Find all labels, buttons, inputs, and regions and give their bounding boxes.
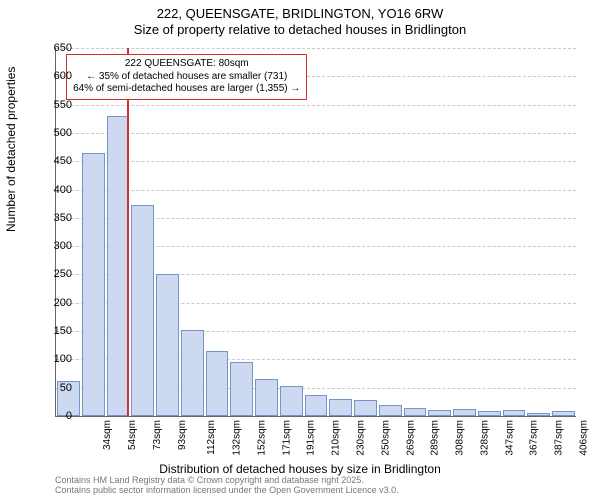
annotation-box: 222 QUEENSGATE: 80sqm← 35% of detached h… — [66, 54, 307, 100]
x-tick-label: 191sqm — [306, 420, 317, 456]
histogram-bar — [527, 413, 550, 416]
histogram-bar — [503, 410, 526, 416]
y-tick-label: 550 — [32, 99, 72, 111]
histogram-bar — [82, 153, 105, 416]
histogram-bar — [131, 205, 154, 416]
chart-container: 222, QUEENSGATE, BRIDLINGTON, YO16 6RW S… — [0, 0, 600, 500]
annotation-line: 64% of semi-detached houses are larger (… — [73, 83, 300, 96]
plot-area: 34sqm54sqm73sqm93sqm112sqm132sqm152sqm17… — [55, 48, 576, 417]
footer-line2: Contains public sector information licen… — [55, 486, 399, 496]
x-tick-label: 308sqm — [455, 420, 466, 456]
histogram-bar — [255, 379, 278, 416]
x-tick-label: 406sqm — [578, 420, 589, 456]
chart-title-line1: 222, QUEENSGATE, BRIDLINGTON, YO16 6RW — [0, 6, 600, 21]
x-axis-label: Distribution of detached houses by size … — [0, 462, 600, 476]
x-tick-label: 347sqm — [504, 420, 515, 456]
histogram-bar — [404, 408, 427, 416]
x-tick-label: 250sqm — [380, 420, 391, 456]
x-tick-label: 34sqm — [102, 420, 113, 450]
y-tick-label: 250 — [32, 268, 72, 280]
y-tick-label: 100 — [32, 353, 72, 365]
gridline — [56, 133, 576, 134]
y-tick-label: 450 — [32, 155, 72, 167]
gridline — [56, 48, 576, 49]
histogram-bar — [230, 362, 253, 416]
x-tick-label: 171sqm — [281, 420, 292, 456]
x-tick-label: 73sqm — [152, 420, 163, 450]
y-tick-label: 650 — [32, 42, 72, 54]
y-tick-label: 300 — [32, 240, 72, 252]
y-tick-label: 150 — [32, 325, 72, 337]
y-tick-label: 200 — [32, 297, 72, 309]
x-tick-label: 152sqm — [257, 420, 268, 456]
footer-attribution: Contains HM Land Registry data © Crown c… — [55, 476, 399, 496]
x-tick-label: 93sqm — [177, 420, 188, 450]
histogram-bar — [379, 405, 402, 416]
marker-line — [127, 48, 129, 416]
y-tick-label: 600 — [32, 70, 72, 82]
y-tick-label: 500 — [32, 127, 72, 139]
x-tick-label: 54sqm — [127, 420, 138, 450]
histogram-bar — [305, 395, 328, 417]
gridline — [56, 161, 576, 162]
x-tick-label: 269sqm — [405, 420, 416, 456]
histogram-bar — [181, 330, 204, 416]
y-axis-label: Number of detached properties — [4, 67, 18, 232]
x-tick-label: 328sqm — [479, 420, 490, 456]
x-tick-label: 387sqm — [554, 420, 565, 456]
histogram-bar — [428, 410, 451, 416]
x-tick-label: 230sqm — [356, 420, 367, 456]
histogram-bar — [552, 411, 575, 416]
y-tick-label: 0 — [32, 410, 72, 422]
chart-title-line2: Size of property relative to detached ho… — [0, 22, 600, 37]
annotation-line: 222 QUEENSGATE: 80sqm — [73, 58, 300, 71]
histogram-bar — [280, 386, 303, 416]
x-tick-label: 112sqm — [206, 420, 217, 455]
y-tick-label: 350 — [32, 212, 72, 224]
gridline — [56, 105, 576, 106]
histogram-bar — [453, 409, 476, 416]
x-tick-label: 367sqm — [529, 420, 540, 456]
histogram-bar — [478, 411, 501, 416]
gridline — [56, 190, 576, 191]
histogram-bar — [156, 274, 179, 416]
y-tick-label: 50 — [32, 382, 72, 394]
x-tick-label: 289sqm — [430, 420, 441, 456]
x-tick-label: 132sqm — [232, 420, 243, 456]
y-tick-label: 400 — [32, 184, 72, 196]
annotation-line: ← 35% of detached houses are smaller (73… — [73, 71, 300, 84]
histogram-bar — [329, 399, 352, 416]
histogram-bar — [354, 400, 377, 416]
x-tick-label: 210sqm — [331, 420, 342, 456]
histogram-bar — [206, 351, 229, 416]
